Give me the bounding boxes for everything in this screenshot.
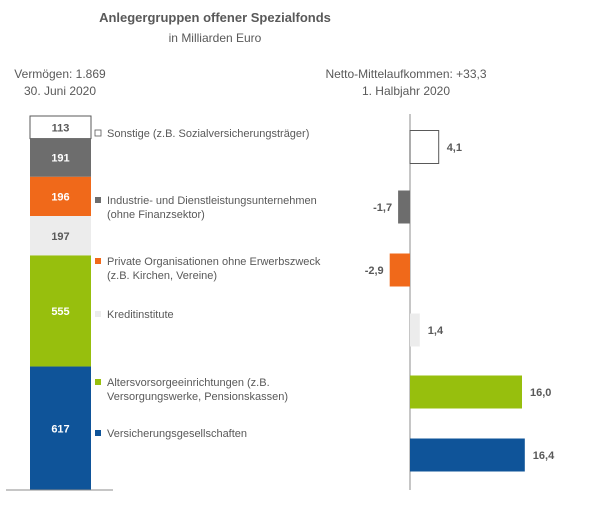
stack-segment (30, 216, 91, 256)
flow-value-label: -1,7 (373, 202, 392, 214)
stack-segment (30, 138, 91, 177)
chart-subtitle: in Milliarden Euro (168, 31, 262, 45)
flow-value-label: -2,9 (365, 265, 384, 277)
legend-label: Industrie- und Dienstleistungsunternehme… (107, 195, 317, 207)
assets-header-line1: Vermögen: 1.869 (14, 67, 106, 81)
legend-label: Sonstige (z.B. Sozialversicherungsträger… (107, 128, 309, 140)
chart-title: Anlegergruppen offener Spezialfonds (99, 10, 331, 25)
inflow-header: Netto-Mittelaufkommen: +33,3 1. Halbjahr… (306, 67, 506, 98)
flow-bar (410, 438, 525, 472)
flow-value-label: 16,4 (533, 450, 555, 462)
flow-bar (389, 253, 410, 287)
stack-value-label: 555 (51, 306, 69, 318)
legend-marker (94, 129, 102, 137)
stack-segment (30, 366, 91, 490)
stack-value-label: 113 (52, 122, 70, 134)
assets-header: Vermögen: 1.869 30. Juni 2020 (5, 67, 115, 98)
legend-label: Versorgungswerke, Pensionskassen) (107, 391, 288, 403)
legend-marker (95, 197, 101, 203)
flow-bar (410, 313, 420, 347)
assets-header-line2: 30. Juni 2020 (23, 84, 97, 98)
flow-value-label: 16,0 (530, 387, 551, 399)
stack-value-label: 196 (51, 191, 69, 203)
legend-marker (95, 430, 101, 436)
stack-value-label: 191 (51, 153, 69, 165)
legend-label: Altersvorsorgeeinrichtungen (z.B. (107, 377, 270, 389)
stack-segment (30, 255, 91, 367)
legend-marker (95, 311, 101, 317)
legend-label: (ohne Finanzsektor) (107, 209, 205, 221)
stack-segment (30, 176, 91, 217)
legend-label: (z.B. Kirchen, Vereine) (107, 270, 217, 282)
legend-marker (95, 258, 101, 264)
stack-value-label: 197 (51, 231, 69, 243)
legend-label: Kreditinstitute (107, 309, 174, 321)
flow-value-label: 1,4 (428, 325, 444, 337)
legend-label: Private Organisationen ohne Erwerbszweck (107, 256, 321, 268)
legend-marker (95, 379, 101, 385)
flow-value-label: 4,1 (447, 142, 462, 154)
flow-bar (398, 190, 410, 224)
inflow-header-line2: 1. Halbjahr 2020 (361, 84, 451, 98)
inflow-header-line1: Netto-Mittelaufkommen: +33,3 (325, 67, 487, 81)
stack-value-label: 617 (51, 423, 69, 435)
legend-label: Versicherungsgesellschaften (107, 428, 247, 440)
flow-bar (410, 375, 522, 409)
flow-bar (409, 130, 440, 164)
